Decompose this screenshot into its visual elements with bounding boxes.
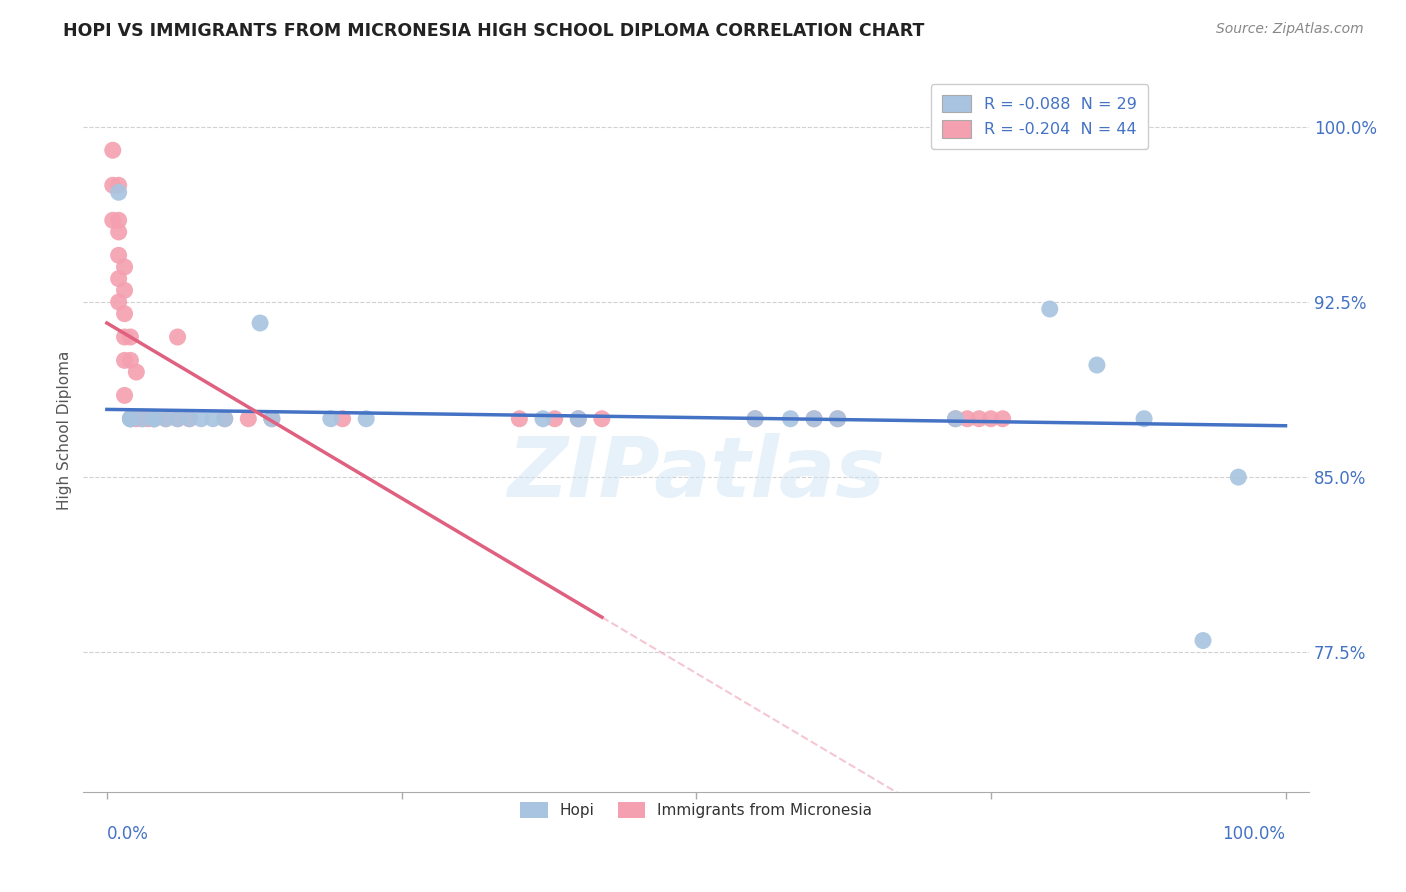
Point xyxy=(107,271,129,285)
Point xyxy=(107,213,129,227)
Point xyxy=(136,411,159,425)
Point xyxy=(803,411,825,425)
Text: 0.0%: 0.0% xyxy=(107,825,149,843)
Point xyxy=(591,411,613,425)
Point xyxy=(107,178,129,193)
Point xyxy=(567,411,589,425)
Point xyxy=(166,411,188,425)
Point xyxy=(120,411,142,425)
Point xyxy=(744,411,766,425)
Point xyxy=(827,411,849,425)
Point xyxy=(179,411,201,425)
Point xyxy=(143,411,166,425)
Text: 100.0%: 100.0% xyxy=(1222,825,1285,843)
Point xyxy=(260,411,283,425)
Point xyxy=(107,225,129,239)
Point xyxy=(190,411,212,425)
Text: HOPI VS IMMIGRANTS FROM MICRONESIA HIGH SCHOOL DIPLOMA CORRELATION CHART: HOPI VS IMMIGRANTS FROM MICRONESIA HIGH … xyxy=(63,22,925,40)
Point xyxy=(1039,301,1062,316)
Point xyxy=(131,411,153,425)
Point xyxy=(1192,633,1215,648)
Point xyxy=(980,411,1002,425)
Point xyxy=(101,143,124,157)
Point xyxy=(827,411,849,425)
Legend: Hopi, Immigrants from Micronesia: Hopi, Immigrants from Micronesia xyxy=(515,797,879,824)
Point xyxy=(319,411,342,425)
Point xyxy=(120,330,142,344)
Point xyxy=(114,307,136,321)
Point xyxy=(567,411,589,425)
Point xyxy=(166,411,188,425)
Point xyxy=(143,411,166,425)
Point xyxy=(114,353,136,368)
Point xyxy=(120,353,142,368)
Point xyxy=(354,411,377,425)
Point xyxy=(120,411,142,425)
Point xyxy=(114,388,136,402)
Point xyxy=(531,411,554,425)
Point xyxy=(125,411,148,425)
Point xyxy=(114,260,136,274)
Point xyxy=(967,411,990,425)
Point xyxy=(214,411,236,425)
Point xyxy=(166,330,188,344)
Point xyxy=(107,248,129,262)
Point xyxy=(956,411,979,425)
Point xyxy=(143,411,166,425)
Y-axis label: High School Diploma: High School Diploma xyxy=(58,351,72,510)
Point xyxy=(249,316,271,330)
Point xyxy=(120,411,142,425)
Point xyxy=(1133,411,1156,425)
Point xyxy=(1227,470,1250,484)
Point xyxy=(114,283,136,297)
Point xyxy=(155,411,177,425)
Point xyxy=(143,411,166,425)
Point xyxy=(155,411,177,425)
Point xyxy=(179,411,201,425)
Point xyxy=(744,411,766,425)
Point xyxy=(120,411,142,425)
Point xyxy=(945,411,967,425)
Point xyxy=(945,411,967,425)
Point xyxy=(101,178,124,193)
Point xyxy=(131,411,153,425)
Point xyxy=(1085,358,1108,372)
Point xyxy=(201,411,224,425)
Point xyxy=(508,411,530,425)
Point xyxy=(214,411,236,425)
Point xyxy=(114,330,136,344)
Point xyxy=(332,411,354,425)
Point xyxy=(107,186,129,200)
Point xyxy=(544,411,567,425)
Text: Source: ZipAtlas.com: Source: ZipAtlas.com xyxy=(1216,22,1364,37)
Point xyxy=(107,295,129,310)
Point xyxy=(991,411,1014,425)
Text: ZIPatlas: ZIPatlas xyxy=(508,434,886,515)
Point xyxy=(125,365,148,379)
Point xyxy=(803,411,825,425)
Point xyxy=(260,411,283,425)
Point xyxy=(238,411,260,425)
Point xyxy=(779,411,801,425)
Point xyxy=(101,213,124,227)
